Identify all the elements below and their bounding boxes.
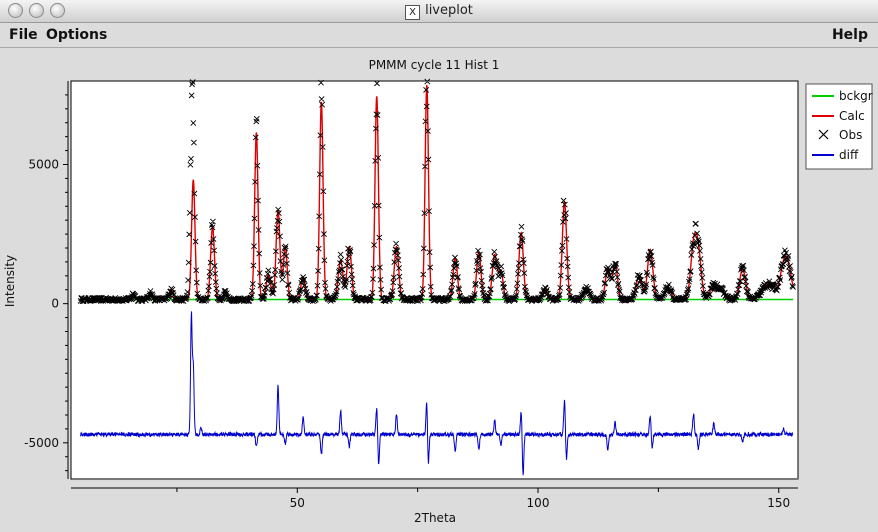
x-axis: 50 100 150 — [71, 487, 798, 510]
chart-title: PMMM cycle 11 Hist 1 — [369, 58, 500, 72]
legend-label-diff: diff — [839, 148, 859, 162]
x-tick-label: 50 — [290, 496, 305, 510]
window-title-text: liveplot — [425, 3, 473, 18]
plot-frame — [70, 80, 799, 480]
legend-marker-obs — [818, 129, 829, 140]
y-tick-label: -5000 — [24, 436, 59, 450]
legend-label-bckgr: bckgr — [839, 89, 873, 103]
y-tick-label: 0 — [51, 297, 59, 311]
x11-icon: X — [405, 5, 421, 20]
menu-options[interactable]: Options — [46, 27, 108, 43]
menu-file[interactable]: File — [9, 27, 38, 43]
menubar: File Options Help — [0, 23, 878, 48]
x-tick-label: 150 — [767, 496, 790, 510]
diffraction-chart: PMMM cycle 11 Hist 1 Intensity 2Theta 50… — [3, 58, 873, 525]
plot-marks — [77, 78, 796, 476]
plot-area: PMMM cycle 11 Hist 1 Intensity 2Theta 50… — [0, 48, 878, 528]
x-axis-label: 2Theta — [414, 511, 456, 525]
x-tick-label: 100 — [527, 496, 550, 510]
zoom-window-button[interactable] — [50, 3, 65, 18]
series-obs — [77, 78, 796, 305]
legend-label-calc: Calc — [839, 109, 865, 123]
y-tick-label: 5000 — [28, 157, 59, 171]
menu-help[interactable]: Help — [831, 27, 868, 43]
y-axis-label: Intensity — [3, 255, 17, 307]
close-window-button[interactable] — [8, 3, 23, 18]
legend: bckgr Calc Obs diff — [805, 83, 873, 170]
minimize-window-button[interactable] — [29, 3, 44, 18]
series-diff — [80, 311, 794, 476]
y-axis: 5000 0 -5000 — [24, 81, 69, 479]
legend-label-obs: Obs — [839, 128, 862, 142]
